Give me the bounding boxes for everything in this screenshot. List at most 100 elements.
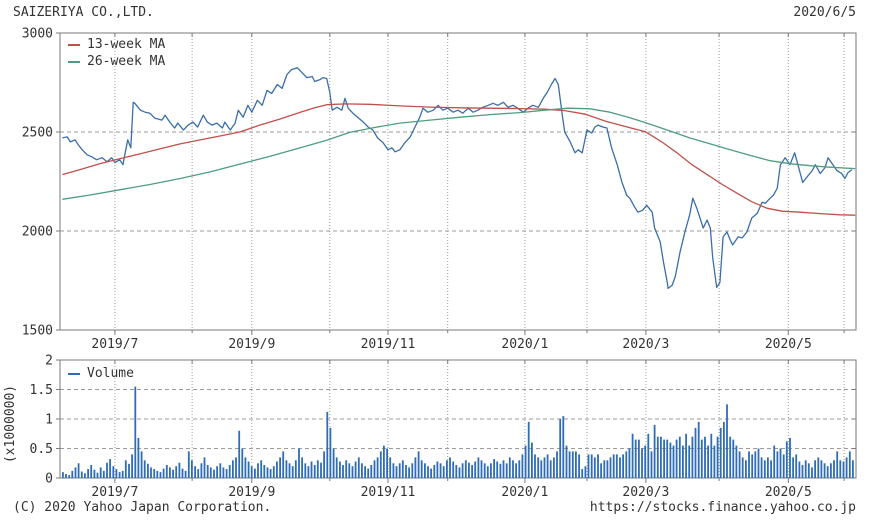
x-tick-label: 2019/7 bbox=[91, 485, 138, 500]
volume-bar bbox=[820, 460, 823, 478]
volume-bar bbox=[430, 468, 432, 478]
volume-bar bbox=[235, 457, 237, 478]
volume-bar bbox=[757, 448, 760, 478]
page-title: SAIZERIYA CO.,LTD. bbox=[13, 5, 154, 20]
volume-bar bbox=[770, 460, 772, 478]
volume-bar bbox=[298, 448, 300, 478]
volume-bar bbox=[726, 404, 728, 479]
volume-bar bbox=[172, 469, 174, 478]
volume-bar bbox=[571, 451, 574, 478]
volume-bar bbox=[99, 467, 102, 478]
legend-label-ma13: 13-week MA bbox=[87, 37, 166, 52]
price-legend: 13-week MA 26-week MA bbox=[68, 36, 165, 70]
volume-bar bbox=[112, 466, 115, 478]
volume-bar bbox=[823, 463, 826, 479]
volume-bar bbox=[335, 457, 338, 478]
legend-label-ma26: 26-week MA bbox=[87, 54, 166, 69]
volume-bar bbox=[660, 436, 662, 478]
volume-bar bbox=[603, 460, 606, 478]
volume-bar bbox=[540, 460, 543, 478]
volume-bar bbox=[420, 460, 423, 478]
volume-axis-unit: (x1000000) bbox=[3, 385, 18, 463]
volume-bar bbox=[534, 454, 536, 478]
price-panel: 2019/7 2019/9 2019/11 2020/1 2020/3 2020/5 150… bbox=[22, 27, 857, 352]
y-tick-label: 1.5 bbox=[30, 383, 53, 398]
volume-bar bbox=[716, 436, 719, 478]
volume-bar bbox=[439, 463, 442, 479]
volume-bar bbox=[638, 439, 640, 478]
volume-bar bbox=[137, 437, 140, 478]
volume-bar bbox=[644, 445, 647, 478]
volume-bar bbox=[241, 448, 244, 478]
volume-bar bbox=[515, 463, 517, 479]
volume-bar bbox=[206, 465, 209, 478]
volume-bar bbox=[612, 454, 615, 478]
volume-bar bbox=[524, 445, 527, 478]
volume-bar bbox=[486, 466, 489, 478]
volume-bar bbox=[669, 442, 672, 478]
volume-bar bbox=[266, 467, 269, 478]
volume-bar bbox=[606, 460, 609, 478]
volume-bar bbox=[87, 469, 89, 478]
volume-bar bbox=[518, 460, 521, 478]
x-tick-label: 2019/7 bbox=[91, 337, 138, 352]
x-tick-label: 2020/1 bbox=[501, 337, 548, 352]
volume-bar bbox=[200, 463, 203, 479]
y-tick-label: 2500 bbox=[22, 126, 53, 141]
volume-bar bbox=[848, 451, 851, 478]
volume-bar bbox=[131, 454, 133, 478]
volume-bar bbox=[713, 445, 716, 478]
volume-bar bbox=[392, 463, 395, 479]
volume-bar bbox=[830, 463, 832, 479]
legend-item-volume: Volume bbox=[68, 365, 134, 382]
volume-bar bbox=[782, 454, 785, 478]
volume-bar bbox=[729, 436, 732, 478]
volume-bar bbox=[165, 465, 168, 478]
volume-bar bbox=[427, 466, 429, 478]
volume-bar bbox=[496, 461, 499, 478]
volume-bar bbox=[291, 466, 294, 478]
volume-bar bbox=[203, 457, 206, 478]
volume-bar bbox=[710, 433, 713, 479]
volume-bar bbox=[546, 454, 549, 478]
volume-bar bbox=[814, 460, 816, 478]
volume-bar bbox=[678, 436, 681, 478]
volume-bar bbox=[704, 436, 706, 478]
volume-bar bbox=[751, 454, 754, 478]
volume-bar bbox=[285, 460, 288, 478]
volume-bar bbox=[499, 463, 502, 478]
source-url: https://stocks.finance.yahoo.co.jp bbox=[589, 500, 856, 515]
volume-bar bbox=[748, 451, 750, 478]
volume-bar bbox=[553, 457, 555, 478]
volume-bar bbox=[128, 463, 130, 478]
volume-bar bbox=[804, 460, 807, 478]
volume-bar bbox=[80, 471, 83, 478]
volume-bar bbox=[600, 463, 602, 479]
x-tick-label: 2020/5 bbox=[765, 485, 812, 500]
volume-bar bbox=[508, 457, 511, 478]
volume-bar bbox=[310, 461, 313, 478]
volume-bar bbox=[263, 465, 266, 478]
volume-bar bbox=[785, 441, 788, 478]
volume-bar bbox=[348, 463, 351, 479]
volume-bar bbox=[512, 460, 514, 478]
volume-bar bbox=[697, 421, 700, 478]
volume-bar bbox=[279, 457, 281, 478]
13-week-ma-line bbox=[62, 103, 856, 216]
volume-bar bbox=[304, 463, 307, 479]
volume-bar bbox=[593, 457, 596, 478]
volume-bar bbox=[584, 466, 587, 478]
volume-bar bbox=[288, 463, 291, 479]
volume-bar bbox=[455, 465, 458, 478]
volume-bar bbox=[811, 467, 813, 478]
volume-bar bbox=[247, 461, 250, 478]
volume-bar bbox=[587, 454, 590, 478]
volume-bar bbox=[121, 470, 124, 478]
volume-bar bbox=[102, 470, 105, 478]
volume-bar bbox=[719, 427, 722, 478]
x-tick-label: 2019/11 bbox=[361, 337, 416, 352]
volume-bar bbox=[474, 461, 477, 478]
volume-bar bbox=[408, 467, 410, 478]
x-tick-label: 2019/11 bbox=[361, 485, 416, 500]
